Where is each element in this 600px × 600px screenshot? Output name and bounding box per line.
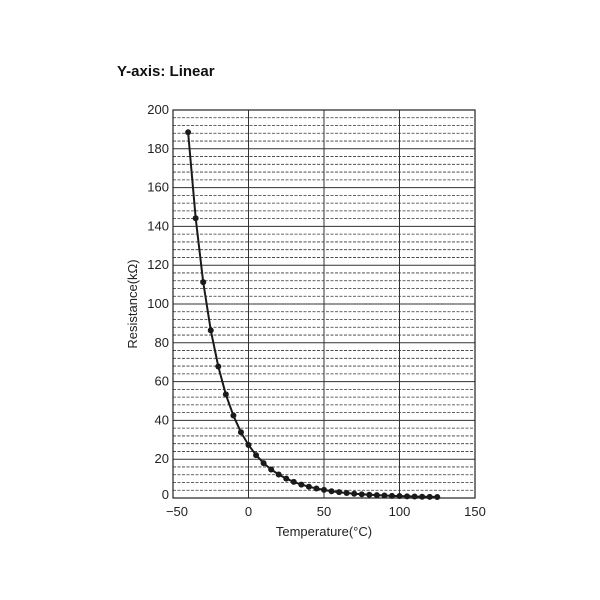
y-tick-label: 40 — [155, 412, 169, 427]
y-tick-label: 20 — [155, 451, 169, 466]
data-point — [298, 481, 305, 488]
y-axis-label: Resistance(kΩ) — [125, 259, 140, 348]
data-point — [200, 279, 207, 286]
y-tick-label: 180 — [147, 141, 169, 156]
data-point — [185, 129, 192, 136]
x-tick-label: 50 — [317, 504, 331, 519]
data-point — [237, 429, 244, 436]
x-tick-label: 100 — [389, 504, 411, 519]
data-point — [321, 486, 327, 493]
data-point — [260, 460, 267, 467]
data-point — [358, 491, 365, 498]
data-point — [388, 492, 395, 499]
data-point — [336, 489, 343, 496]
data-point — [290, 478, 297, 485]
data-point — [192, 215, 199, 222]
y-tick-label: 80 — [155, 335, 169, 350]
data-point — [381, 492, 388, 499]
chart-title: Y-axis: Linear — [117, 63, 215, 80]
data-point — [351, 490, 358, 497]
grid — [173, 110, 475, 498]
x-tick-label: 0 — [245, 504, 252, 519]
data-point — [275, 471, 282, 478]
y-tick-label: 200 — [147, 102, 169, 117]
data-point — [373, 492, 380, 499]
data-point — [305, 483, 312, 490]
axes — [172, 109, 476, 499]
plot-border — [172, 109, 476, 499]
data-point — [268, 466, 275, 473]
data-point — [222, 391, 229, 398]
x-tick-label: −50 — [166, 504, 188, 519]
y-tick-label: 140 — [147, 218, 169, 233]
data-point — [343, 489, 350, 496]
data-point — [253, 452, 260, 459]
data-point — [404, 493, 411, 500]
series-line — [187, 132, 438, 498]
y-tick-label: 100 — [147, 296, 169, 311]
data-point — [283, 475, 290, 482]
data-point — [245, 442, 252, 449]
data-point — [207, 327, 214, 334]
data-point — [328, 488, 335, 495]
x-tick-label: 150 — [464, 504, 486, 519]
data-point — [434, 493, 441, 500]
y-tick-label: 160 — [147, 180, 169, 195]
y-tick-label: 60 — [155, 374, 169, 389]
x-axis-label: Temperature(°C) — [276, 524, 372, 539]
y-tick-label: 0 — [162, 487, 169, 502]
data-point — [366, 491, 373, 498]
tick-labels: 0 20 40 60 80 100 120 140 160 180 200 −50 0 50 100 150 — [147, 102, 486, 519]
data-point — [215, 363, 222, 370]
data-point — [313, 485, 320, 492]
data-point — [419, 493, 426, 500]
data-point — [230, 412, 237, 419]
data-point — [426, 493, 433, 500]
data-points — [185, 129, 441, 500]
data-point — [411, 493, 418, 500]
y-tick-label: 120 — [147, 257, 169, 272]
data-point — [396, 493, 403, 500]
